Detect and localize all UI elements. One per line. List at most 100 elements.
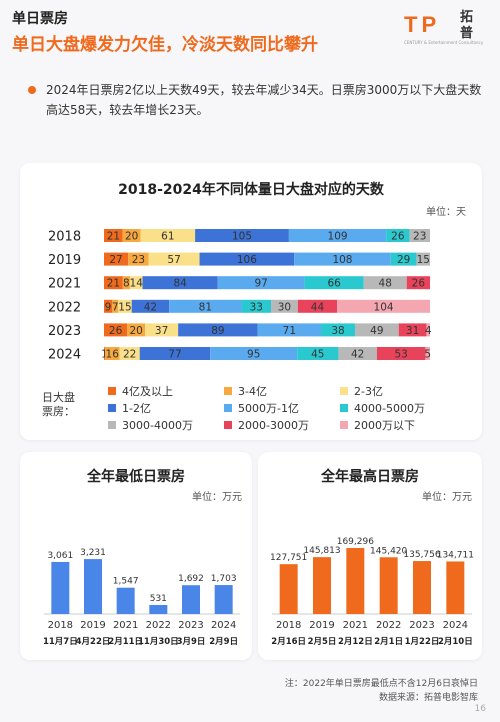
column-bar (279, 564, 298, 614)
footnote: 注：2022年单日票房最低点不含12月6日哀悼日 (284, 679, 478, 689)
column-year-label: 2024 (211, 620, 236, 631)
column-year-label: 2021 (113, 620, 138, 631)
top-logo: T P 拓普 CENTURY & Entertainment Consultan… (404, 10, 488, 50)
stacked-bar-segment (210, 347, 298, 360)
legend-text: 2-3亿 (354, 385, 383, 398)
stacked-bar-segment (426, 323, 430, 337)
min-box-office-card: 全年最低日票房 单位：万元 3,061 2018 11月7日 3,231 2019 4月2… (20, 452, 252, 660)
year-label: 2021 (48, 277, 81, 292)
year-label: 2018 (48, 230, 81, 245)
chart-unit: 单位：天 (426, 207, 466, 218)
column-year-label: 2023 (178, 620, 203, 631)
legend-item: 1-2亿 (108, 400, 151, 416)
logo-tagline: CENTURY & Entertainment Consultancy (404, 40, 484, 45)
section-title: 单日票房 (12, 11, 68, 27)
segment-value-label: 21 (107, 278, 120, 290)
legend-swatch (224, 387, 232, 395)
stacked-bar-segment (294, 252, 391, 266)
stacked-bar-segment (118, 299, 132, 313)
column-date-label: 2月10日 (438, 637, 473, 647)
legend-swatch (224, 421, 232, 429)
column-year-label: 2018 (48, 620, 73, 631)
segment-value-label: 22 (123, 349, 136, 361)
stacked-chart-card: 2018-2024年不同体量日大盘对应的天数 单位：天 2018 21 20 61 10… (20, 163, 482, 440)
segment-value-label: 26 (412, 278, 426, 290)
stacked-bar-segment (145, 323, 179, 337)
legend-text: 1-2亿 (122, 402, 151, 415)
segment-value-label: 66 (327, 278, 341, 290)
legend-text: 3000-4000万 (122, 419, 193, 432)
segment-value-label: 48 (379, 278, 392, 290)
legend-text: 4亿及以上 (122, 385, 173, 398)
segment-value-label: 71 (283, 325, 296, 337)
segment-value-label: 23 (413, 231, 426, 243)
legend-text: 2000万以下 (354, 419, 415, 432)
segment-value-label: 38 (331, 325, 344, 337)
stacked-bar-segment (148, 252, 200, 266)
column-value-label: 127,751 (270, 553, 307, 563)
legend-swatch (340, 404, 348, 412)
stacked-bar-segment (363, 276, 407, 290)
stacked-bar-segment (131, 299, 170, 313)
legend-item: 2000万以下 (340, 417, 415, 433)
stacked-bar-segment (142, 276, 218, 290)
segment-value-label: 15 (417, 254, 430, 266)
column-date-label: 11月7日 (43, 637, 78, 647)
segment-value-label: 45 (311, 349, 324, 361)
segment-value-label: 109 (328, 231, 348, 243)
stacked-bar-segment (409, 229, 430, 242)
column-year-label: 2022 (146, 620, 171, 631)
column-bar (413, 561, 431, 614)
segment-value-label: 106 (237, 254, 257, 266)
column-bar (379, 557, 398, 614)
segment-value-label: 105 (232, 231, 252, 243)
stacked-bar-segment (390, 252, 417, 266)
stacked-bar-segment (129, 276, 143, 290)
stacked-bar-segment (104, 347, 105, 360)
stacked-bar-segment (416, 252, 430, 266)
column-bar (182, 585, 200, 614)
column-year-label: 2022 (376, 620, 401, 631)
stacked-bar-segment (241, 299, 272, 313)
stacked-bar-segment (169, 299, 242, 313)
summary-text: 2024年日票房2亿以上天数49天，较去年减少34天。日票房3000万以下大盘天… (46, 83, 482, 117)
stacked-bar-segment (297, 299, 338, 313)
legend-swatch (108, 404, 116, 412)
stacked-bar-segment (178, 323, 258, 337)
segment-value-label: 30 (278, 301, 291, 313)
segment-value-label: 29 (397, 254, 410, 266)
stacked-bar-segment (288, 229, 387, 242)
stacked-bar-segment (199, 252, 295, 266)
column-bar (446, 561, 465, 614)
column-bar (84, 559, 102, 614)
legend-item: 3000-4000万 (108, 417, 193, 433)
stacked-bar-segment (127, 323, 146, 337)
segment-value-label: 53 (394, 349, 407, 361)
segment-value-label: 37 (155, 325, 168, 337)
year-label: 2023 (48, 324, 81, 339)
max-chart-unit: 单位：万元 (422, 492, 472, 503)
segment-value-label: 23 (132, 254, 145, 266)
column-value-label: 531 (150, 594, 167, 604)
stacked-bar-segment (104, 252, 129, 266)
stacked-bar-segment (122, 229, 141, 242)
segment-value-label: 33 (250, 301, 263, 313)
column-bar (149, 604, 168, 614)
legend-swatch (224, 404, 232, 412)
legend-text: 3-4亿 (238, 385, 267, 398)
legend-text: 2000-3000万 (238, 419, 309, 432)
column-date-label: 1月22日 (405, 637, 440, 647)
legend-item: 2-3亿 (340, 383, 383, 399)
stacked-bar-segment (337, 299, 430, 313)
legend-swatch (108, 387, 116, 395)
segment-value-label: 4 (425, 325, 432, 337)
segment-value-label: 77 (168, 349, 181, 361)
column-date-label: 2月16日 (271, 637, 306, 647)
stacked-bar-segment (104, 347, 120, 360)
segment-value-label: 95 (247, 349, 260, 361)
legend-swatch (108, 421, 116, 429)
segment-value-label: 26 (109, 325, 123, 337)
page-header: 单日票房 单日大盘爆发力欠佳，冷淡天数同比攀升 T P 拓普 CENTURY &… (0, 0, 500, 62)
column-bar (313, 557, 331, 614)
segment-value-label: 27 (109, 254, 122, 266)
